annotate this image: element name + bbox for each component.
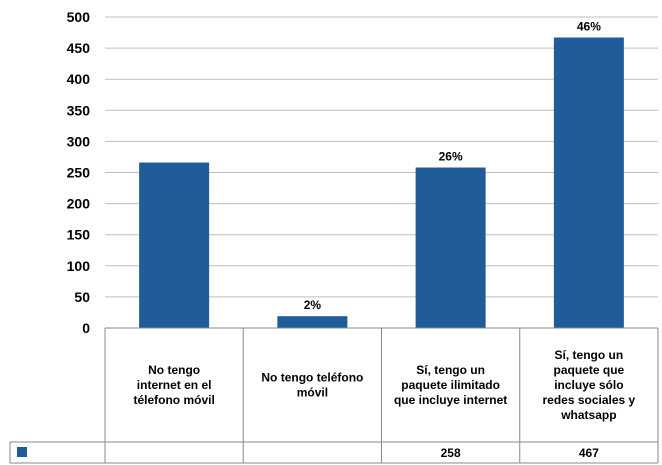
y-tick-label: 450 [67, 40, 91, 56]
category-label: Sí, tengo un paquete que incluye sólo redes… [543, 348, 636, 422]
y-axis: 0 50 100 150 200 250 300 350 400 450 500 [67, 9, 91, 336]
data-label: 2% [304, 298, 322, 312]
y-tick-label: 350 [67, 102, 91, 118]
data-labels: 2% 26% 46% [304, 20, 602, 313]
legend-key [17, 447, 27, 457]
data-label: 46% [577, 20, 601, 34]
data-label: 26% [439, 150, 463, 164]
bar [415, 167, 486, 328]
category-label: No tengo internet en el télefono móvil [133, 363, 214, 407]
bar [277, 316, 348, 328]
category-label: Sí, tengo un paquete ilimitado que incluye… [394, 363, 507, 407]
y-tick-label: 150 [67, 227, 91, 243]
y-tick-label: 200 [67, 196, 91, 212]
bar [139, 162, 210, 328]
y-tick-label: 300 [67, 133, 91, 149]
table-value: 258 [441, 446, 461, 460]
y-tick-label: 250 [67, 165, 91, 181]
table-value: 467 [579, 446, 599, 460]
y-tick-label: 400 [67, 71, 91, 87]
y-tick-label: 100 [67, 258, 91, 274]
bar [553, 37, 624, 328]
category-label: No tengo teléfono móvil [261, 371, 363, 400]
y-tick-label: 0 [82, 320, 90, 336]
y-tick-label: 50 [74, 289, 90, 305]
bars [139, 37, 624, 328]
y-tick-label: 500 [67, 9, 91, 25]
data-table: No tengo internet en el télefono móvil No t… [9, 327, 659, 464]
